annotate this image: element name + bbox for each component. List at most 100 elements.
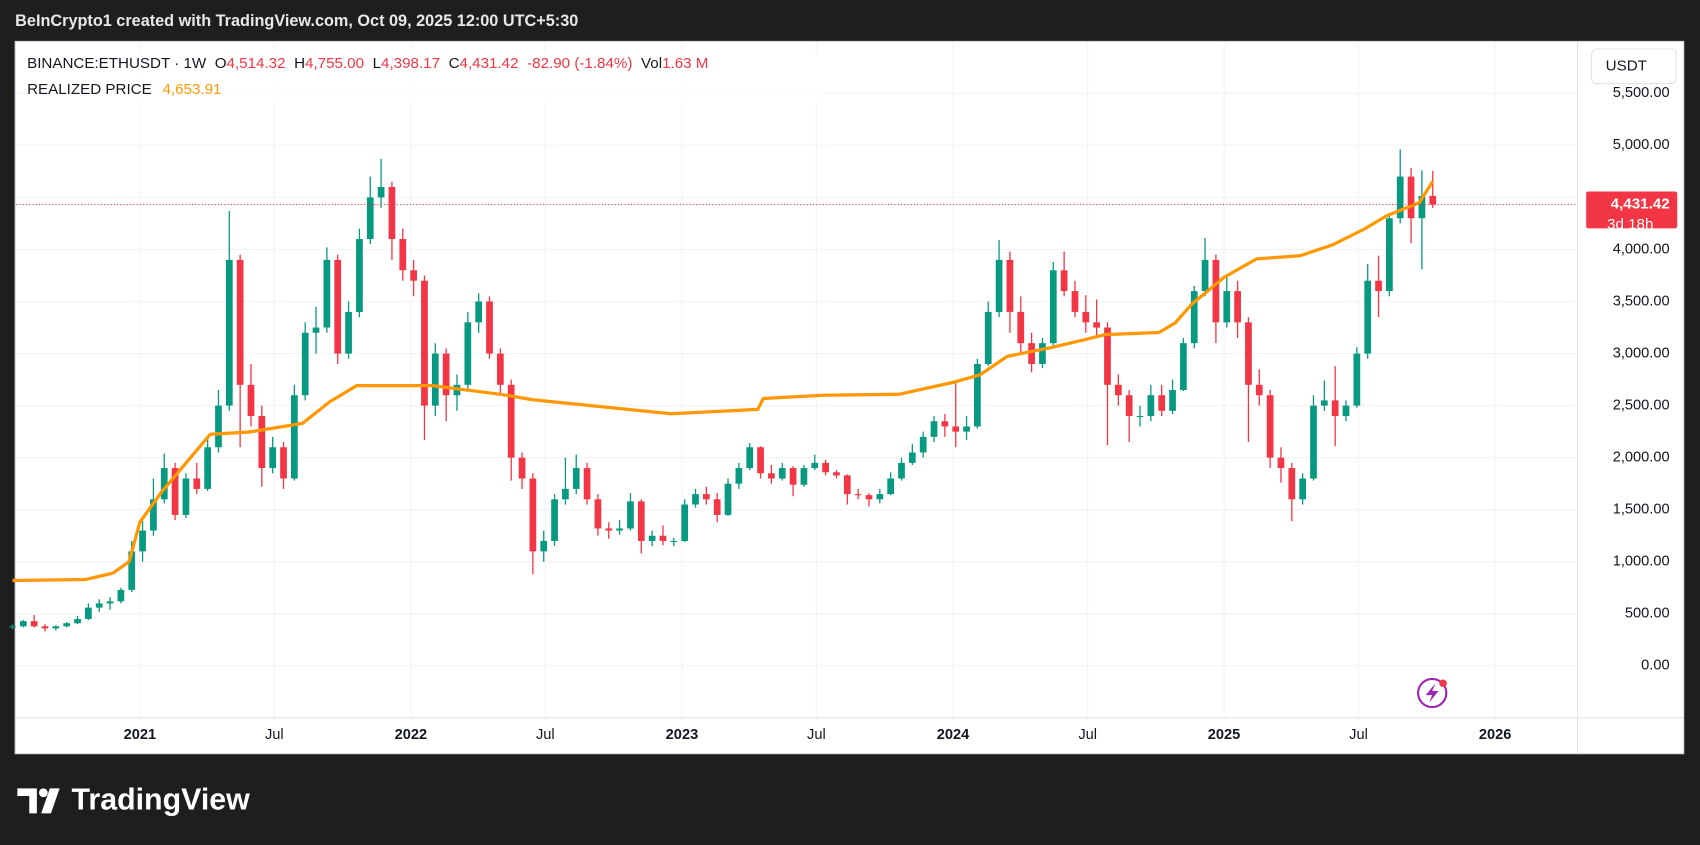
candle-body [475, 301, 483, 323]
candle-body [1201, 259, 1209, 292]
candle-body [1223, 291, 1231, 323]
candle-body [833, 472, 840, 476]
candle-body [681, 504, 689, 541]
candle-body [1125, 395, 1133, 417]
candle-body [52, 626, 60, 629]
candle-body [171, 468, 179, 515]
plot [9, 149, 1578, 632]
candle-body [486, 301, 493, 354]
x-tick-label: Jul [807, 727, 826, 743]
brand: TradingView [17, 783, 250, 816]
icon-ring[interactable] [1417, 677, 1448, 709]
last-price-tag: 4,431.42 3d 18h [1586, 191, 1678, 233]
candle-body [800, 468, 808, 485]
candle-body [312, 327, 320, 333]
y-tick-label: 500.00 [1625, 606, 1670, 622]
symbol: BINANCE:ETHUSDT · 1W [27, 55, 207, 72]
y-tick-label: 1,000.00 [1613, 554, 1670, 570]
candle-body [746, 447, 754, 469]
candle-body [377, 186, 385, 198]
legend-row: BINANCE:ETHUSDT · 1W O4,514.32 H4,755.00… [27, 55, 708, 72]
candle-body [1060, 270, 1068, 292]
x-tick-label: Jul [1349, 727, 1368, 743]
candle-body [1017, 311, 1025, 344]
candle-body [496, 353, 504, 385]
candle-body [399, 239, 407, 271]
candle-body [1006, 259, 1014, 312]
candle-body [930, 421, 938, 437]
candle-body [659, 535, 667, 541]
candle-body [692, 494, 699, 505]
last-price-label: 4,431.42 [1611, 196, 1670, 213]
candle-body [1234, 291, 1241, 323]
icon-bolt[interactable] [1425, 683, 1439, 703]
y-tick-label: 3,000.00 [1613, 345, 1670, 361]
candle-body [1147, 395, 1155, 417]
candle-body [150, 499, 157, 531]
candle-body [139, 530, 146, 552]
candle-body [670, 540, 678, 543]
candle-body [30, 621, 38, 627]
candle-body [713, 499, 721, 515]
candle-body [768, 473, 775, 479]
indicator-value: 4,653.91 [162, 81, 221, 98]
candle-body [908, 452, 916, 463]
currency-label[interactable]: USDT [1606, 57, 1647, 74]
brand-logo-dot [39, 788, 48, 798]
last-price-box [1586, 191, 1678, 229]
x-tick-label: Jul [1078, 727, 1097, 743]
candle-body [583, 468, 591, 500]
y-tick-label: 3,500.00 [1613, 293, 1670, 309]
candle-body [1190, 291, 1198, 344]
brand-name: TradingView [72, 783, 251, 816]
candle-body [1071, 291, 1079, 312]
x-tick-label: 2026 [1479, 727, 1512, 743]
candle-body [724, 483, 732, 515]
currency-button-box[interactable] [1591, 48, 1677, 85]
candle-body [1028, 343, 1035, 364]
candle-body [1418, 195, 1426, 219]
candle-body [1299, 478, 1307, 500]
candle-body [19, 621, 27, 627]
candle-body [1277, 457, 1285, 469]
candle-body [757, 447, 764, 474]
candle-body [236, 259, 244, 385]
candle-body [518, 457, 526, 479]
chart-panel [14, 40, 1685, 755]
candle-body [1407, 176, 1415, 219]
candle-body [778, 468, 786, 479]
candle-body [74, 619, 81, 624]
legend-key: O [215, 55, 227, 72]
candle-body [822, 462, 829, 473]
candle-body [225, 259, 233, 406]
legend-volume: 1.63 M [662, 55, 708, 72]
y-tick-label: 5,500.00 [1613, 85, 1670, 101]
y-tick-label: 1,500.00 [1613, 502, 1670, 518]
candle-body [1082, 311, 1090, 323]
candle-body [637, 501, 645, 541]
candle-body [540, 540, 548, 552]
candle-body [854, 494, 862, 496]
candle-body [1320, 400, 1328, 406]
candle-body [1310, 405, 1317, 479]
candle-body [1180, 343, 1187, 391]
candle-body [160, 468, 168, 500]
currency-button[interactable]: USDT [1591, 48, 1677, 85]
y-tick-label: 0.00 [1641, 658, 1669, 674]
candle-body [1266, 395, 1274, 458]
candle-body [789, 468, 797, 485]
candle-body [464, 322, 472, 385]
header: BeInCrypto1 created with TradingView.com… [15, 12, 578, 30]
alert-icon[interactable] [1417, 677, 1448, 709]
candle-body [887, 478, 895, 495]
candle-body [410, 270, 417, 281]
candle-body [9, 626, 16, 628]
candle-body [811, 462, 819, 469]
icon-dot[interactable] [1439, 679, 1447, 688]
candle-body [95, 603, 103, 608]
countdown: 3d 18h [1607, 216, 1653, 233]
candle-body [356, 239, 363, 312]
legend-value: 4,755.00 [305, 55, 364, 72]
candle-body [1429, 195, 1437, 205]
